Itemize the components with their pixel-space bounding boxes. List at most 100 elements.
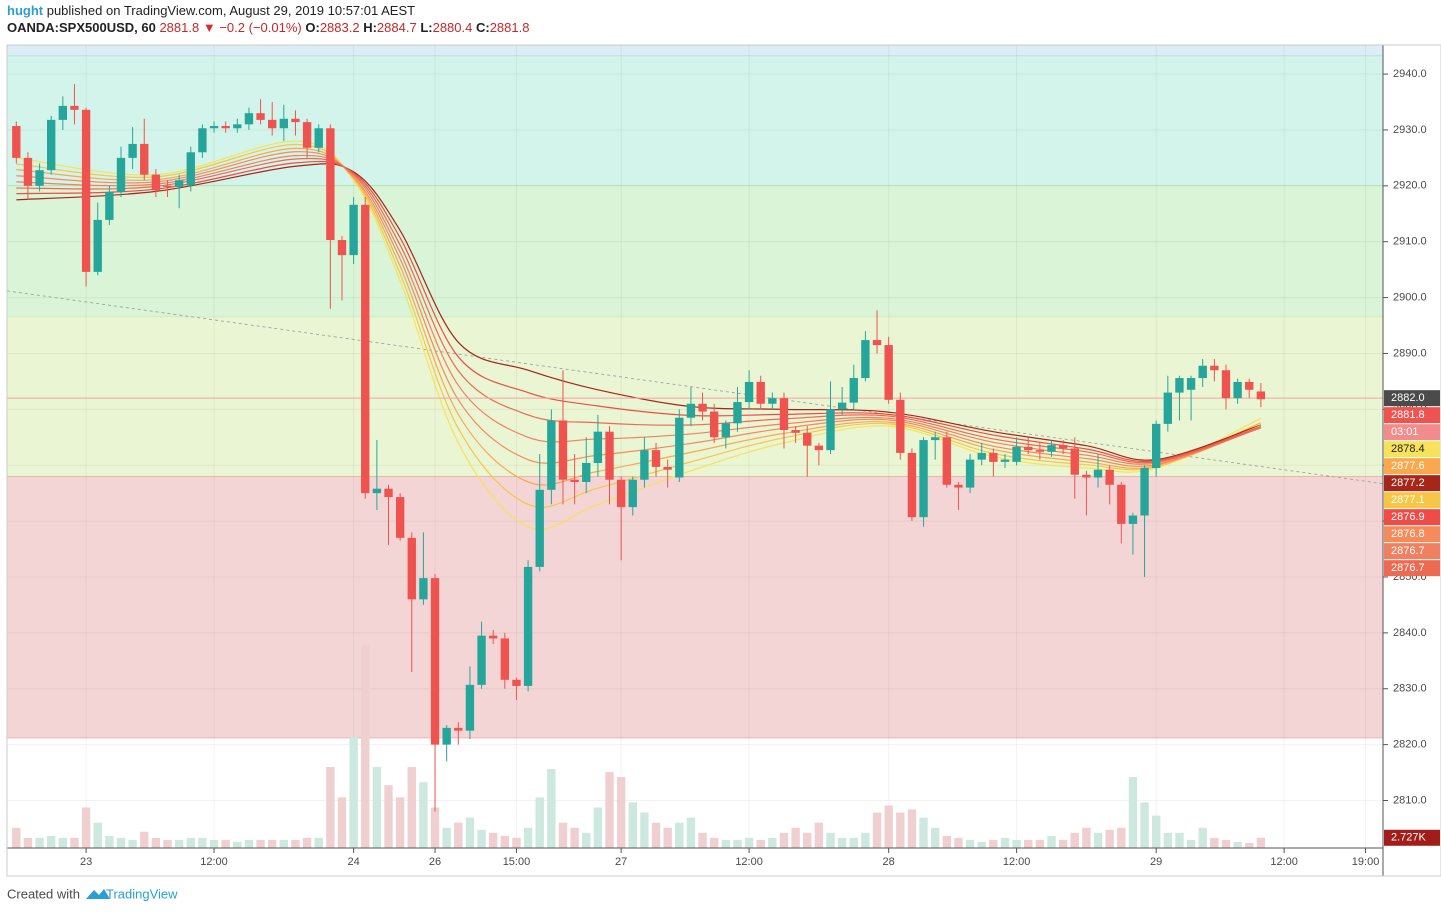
volume-bar xyxy=(430,807,440,848)
volume-bar xyxy=(23,837,33,848)
volume-bar xyxy=(826,832,835,848)
volume-bar xyxy=(954,837,963,848)
ribbon-line xyxy=(16,160,1262,463)
ribbon-tag: 2876.9 xyxy=(1391,511,1425,523)
volume-bar xyxy=(907,809,917,848)
created-with: Created with xyxy=(7,886,80,901)
volume-bar xyxy=(58,837,68,848)
volume-bar xyxy=(570,827,579,848)
volume-bar xyxy=(419,782,428,848)
candle-body xyxy=(1163,392,1173,424)
volume-bar xyxy=(872,812,882,848)
volume-bar xyxy=(582,832,591,848)
ribbon-tag-bg xyxy=(1384,509,1440,526)
volume-bar xyxy=(558,822,568,848)
candle-body xyxy=(233,124,242,129)
volume-bar xyxy=(279,839,289,848)
candle-body xyxy=(675,417,684,478)
candle-body xyxy=(1210,365,1219,371)
candle-body xyxy=(710,411,719,438)
y-tick-label: 2930.0 xyxy=(1393,124,1427,136)
open-value: 2883.2 xyxy=(320,20,360,35)
author: hught xyxy=(7,3,44,18)
volume-bar xyxy=(105,835,114,848)
volume-bar xyxy=(628,802,637,848)
candle-body xyxy=(884,345,893,400)
volume-bar xyxy=(1117,827,1126,848)
ribbon-tag: 2876.7 xyxy=(1391,545,1425,557)
y-tick-label: 2900.0 xyxy=(1393,291,1427,303)
volume-bar xyxy=(989,839,998,848)
candle-body xyxy=(151,174,161,191)
candle-body xyxy=(349,204,358,256)
volume-bar xyxy=(1186,839,1196,848)
volume-bar xyxy=(186,837,195,848)
zone xyxy=(7,317,1383,477)
candle-body xyxy=(58,105,68,120)
candle-body xyxy=(942,437,952,485)
ribbon-tag-bg xyxy=(1384,560,1440,577)
candle-body xyxy=(12,126,21,158)
volume-bar xyxy=(919,817,928,848)
volume-bar xyxy=(523,827,533,848)
candle-body xyxy=(698,403,707,412)
volume-bar xyxy=(221,839,230,848)
high-value: 2884.7 xyxy=(377,20,417,35)
candle-body xyxy=(93,219,102,272)
volume-bar xyxy=(1000,837,1010,848)
volume-bar xyxy=(1198,827,1207,848)
volume-bar xyxy=(407,767,416,848)
candle-body xyxy=(814,445,824,451)
brand[interactable]: TradingView xyxy=(106,886,178,901)
candle-body xyxy=(1140,468,1149,516)
volume-bar xyxy=(1140,802,1149,848)
candle-body xyxy=(977,452,986,460)
volume-bar xyxy=(733,839,742,848)
volume-bar xyxy=(942,835,952,848)
candle-body xyxy=(442,727,451,745)
candle-body xyxy=(489,635,498,639)
candle-body xyxy=(128,143,137,158)
volume-bar xyxy=(977,841,986,848)
y-tick-label: 2840.0 xyxy=(1393,627,1427,639)
candle-body xyxy=(931,437,940,441)
price-line-tag-bg xyxy=(1384,390,1440,407)
zone xyxy=(7,476,1383,738)
volume-bar xyxy=(721,839,731,848)
candle-body xyxy=(1128,515,1138,524)
volume-bar xyxy=(837,837,847,848)
volume-bar xyxy=(302,837,312,848)
x-tick-label: 23 xyxy=(80,856,92,868)
symbol: OANDA:SPX500USD, 60 xyxy=(7,20,156,35)
countdown-tag-bg xyxy=(1384,424,1440,441)
volume-bar xyxy=(174,839,184,848)
volume-bar xyxy=(849,837,858,848)
candle-body xyxy=(454,727,463,731)
volume-bar xyxy=(1035,839,1045,848)
volume-bar xyxy=(744,837,754,848)
candle-body xyxy=(174,180,184,187)
legend-line: OANDA:SPX500USD, 60 2881.8 ▼ −0.2 (−0.01… xyxy=(7,20,529,35)
volume-bar xyxy=(1105,829,1114,848)
candle-body xyxy=(756,381,765,404)
candle-body xyxy=(547,420,556,490)
candle-body xyxy=(1233,381,1242,399)
candle-body xyxy=(1035,450,1045,452)
volume-bar xyxy=(884,805,893,848)
candle-body xyxy=(663,466,672,470)
candle-body xyxy=(1047,445,1056,452)
candle-body xyxy=(523,566,533,686)
candle-body xyxy=(1082,474,1091,478)
ribbon-tag: 2876.7 xyxy=(1391,562,1425,574)
axis-tags: 2882.0 2881.8 03:01 2878.4 2877.6 2877.2 2877.… xyxy=(1384,390,1440,846)
candle-body xyxy=(791,430,800,433)
candle-body xyxy=(361,204,370,494)
volume-bar xyxy=(268,839,277,848)
candle-body xyxy=(721,423,731,438)
candle-body xyxy=(1245,381,1254,390)
c-label: C: xyxy=(476,20,490,35)
h-label: H: xyxy=(363,20,377,35)
volume-bar xyxy=(535,797,544,848)
candle-body xyxy=(803,432,812,446)
volume-bar xyxy=(465,817,475,848)
